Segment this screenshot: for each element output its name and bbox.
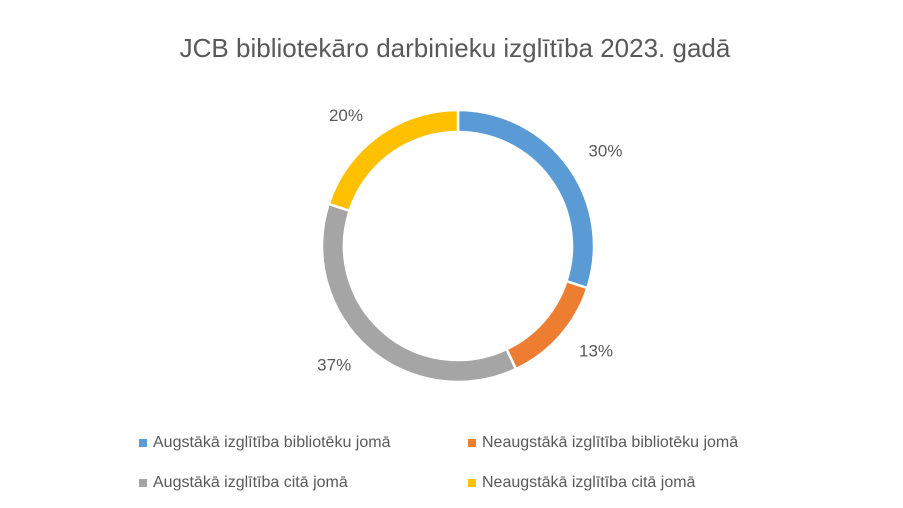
legend-marker [139,439,147,447]
donut-segment [504,279,589,371]
chart-title: JCB bibliotekāro darbinieku izglītība 20… [180,33,731,63]
donut-segment [327,108,460,213]
data-label: 37% [317,356,351,375]
data-label: 20% [329,106,363,125]
legend-marker [139,479,147,487]
data-label: 30% [588,141,622,160]
legend-label: Augstākā izglītība bibliotēku jomā [153,434,391,451]
data-label: 13% [579,341,613,360]
legend-label: Augstākā izglītība citā jomā [153,474,348,491]
legend-marker [468,479,476,487]
donut-segment [456,108,596,290]
legend-label: Neaugstākā izglītība citā jomā [482,474,696,491]
legend-label: Neaugstākā izglītība bibliotēku jomā [482,434,738,451]
legend-marker [468,439,476,447]
